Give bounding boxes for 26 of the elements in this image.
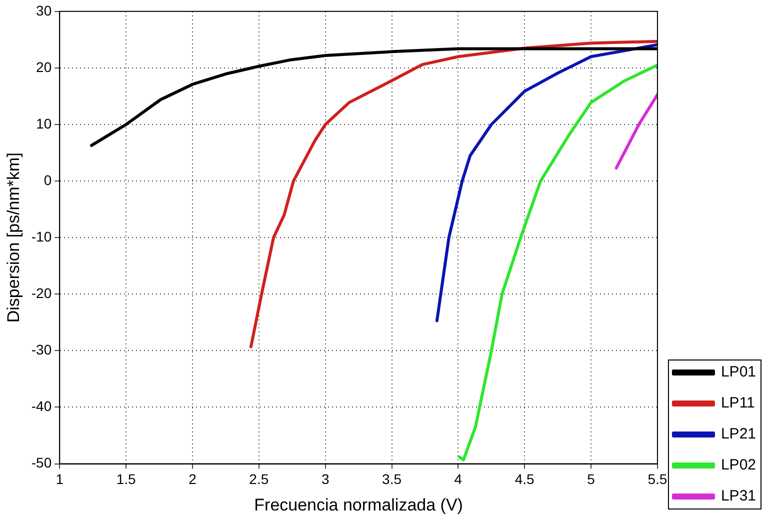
y-tick-label: 10 — [36, 115, 52, 132]
x-tick-label: 4.5 — [514, 471, 535, 488]
x-tick-label: 2.5 — [249, 471, 269, 488]
x-tick-label: 1 — [56, 471, 64, 488]
x-tick-label: 5 — [587, 471, 596, 488]
x-tick-label: 2 — [188, 471, 197, 488]
x-tick-label: 4 — [454, 471, 462, 488]
legend-label: LP11 — [720, 394, 755, 412]
y-tick-label: -10 — [31, 228, 52, 244]
y-tick-label: -50 — [31, 454, 52, 471]
y-tick-label: 0 — [44, 172, 52, 188]
y-axis-title: Dispersion [ps/nm*km] — [4, 152, 23, 323]
legend-label: LP21 — [720, 426, 756, 443]
y-tick-label: -40 — [31, 398, 52, 414]
y-tick-label: -30 — [31, 342, 52, 358]
x-tick-label: 1.5 — [116, 471, 136, 488]
y-tick-label: 30 — [36, 2, 52, 18]
legend-label: LP01 — [720, 364, 756, 381]
x-tick-label: 5.5 — [648, 471, 668, 488]
y-tick-label: 20 — [36, 58, 52, 75]
legend-label: LP31 — [720, 488, 756, 505]
x-tick-label: 3.5 — [382, 471, 402, 488]
x-tick-label: 3 — [321, 471, 330, 488]
y-tick-label: -20 — [31, 285, 52, 302]
x-axis-title: Frecuencia normalizada (V) — [254, 495, 463, 514]
legend-label: LP02 — [720, 456, 756, 474]
